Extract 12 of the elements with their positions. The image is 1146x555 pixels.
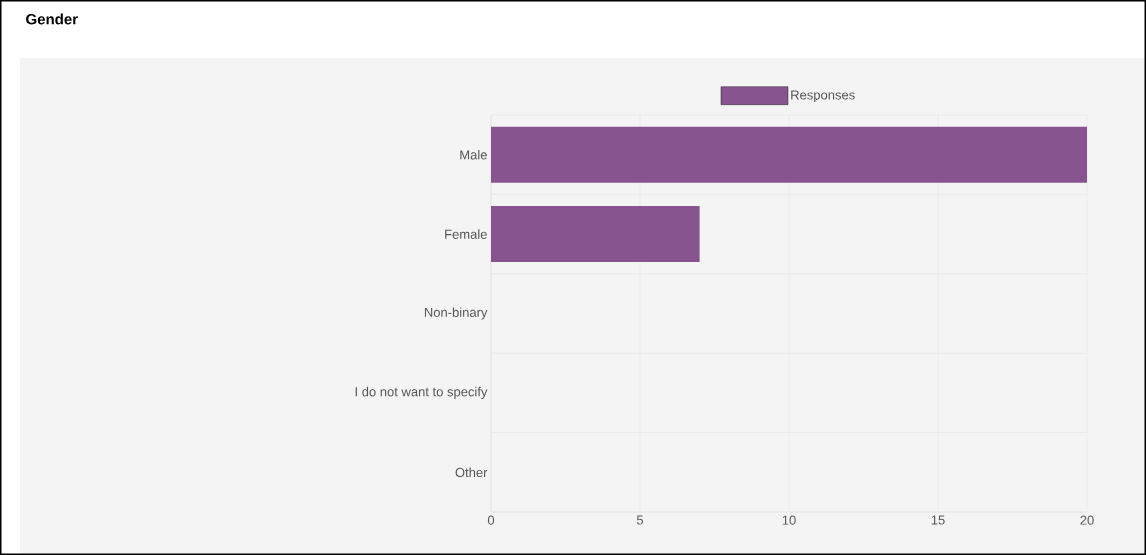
x-tick-label: 10 bbox=[782, 515, 796, 525]
x-tick-label: 5 bbox=[636, 515, 644, 525]
series-label: Responses bbox=[791, 90, 855, 103]
y-tick-label: Male bbox=[460, 149, 487, 160]
x-tick-label: 20 bbox=[1080, 515, 1094, 525]
y-tick-label: I do not want to specify bbox=[355, 386, 488, 399]
y-tick-label: Female bbox=[445, 229, 487, 239]
x-tick-label: 15 bbox=[931, 515, 945, 525]
y-tick-label: Other bbox=[455, 467, 488, 478]
x-tick-label: 0 bbox=[487, 515, 495, 525]
y-tick-label: Non-binary bbox=[424, 307, 488, 320]
text: Gender bbox=[26, 13, 78, 25]
